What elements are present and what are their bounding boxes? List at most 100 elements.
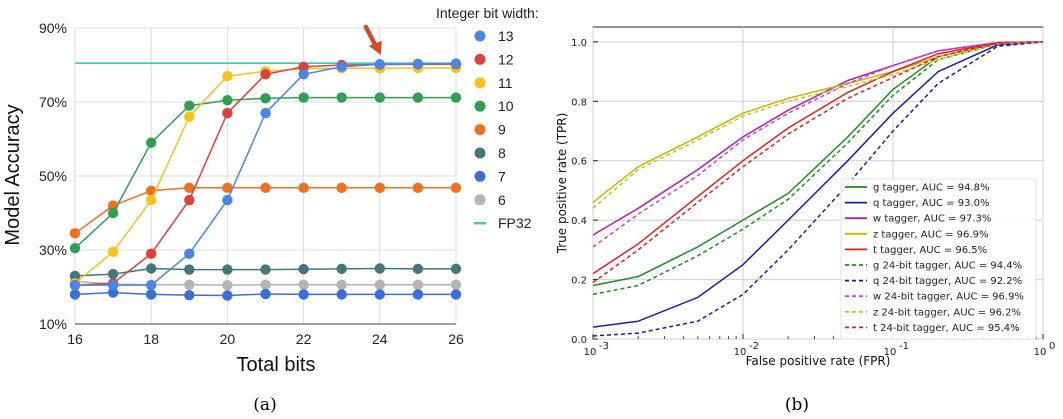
data-point [450, 92, 462, 103]
data-point [336, 92, 347, 103]
data-point [222, 70, 233, 82]
legend-marker [474, 100, 486, 112]
data-point [412, 92, 424, 103]
panel-b-series [592, 41, 1044, 337]
annotation-arrow [363, 24, 382, 55]
data-point [412, 289, 424, 300]
data-point [260, 279, 271, 290]
y-tick-label: 0.6 [571, 157, 587, 168]
legend-label: t 24-bit tagger, AUC = 95.4% [873, 323, 1020, 334]
data-point [336, 289, 347, 300]
data-point [260, 182, 271, 194]
legend-label: FP32 [498, 215, 532, 231]
legend-marker [474, 124, 486, 136]
data-point [222, 94, 233, 106]
data-point [146, 263, 157, 274]
x-tick-label: 24 [372, 331, 388, 347]
series-8-bits [69, 263, 462, 282]
data-point [450, 279, 462, 290]
legend-box [840, 178, 1037, 340]
legend-marker [474, 77, 486, 89]
x-tick-label: 10 [734, 347, 747, 358]
roc-curve [592, 41, 1044, 328]
legend-marker [474, 147, 486, 159]
data-point [260, 69, 271, 80]
data-point [107, 207, 119, 219]
data-point [146, 248, 157, 259]
panel-a-series [69, 58, 462, 301]
panel-b-x-axis-label: False positive rate (FPR) [746, 354, 891, 368]
legend-label: q 24-bit tagger, AUC = 92.2% [873, 276, 1022, 287]
series-13-bits [69, 58, 462, 291]
x-tick-label: 26 [448, 331, 464, 347]
legend-label: 6 [498, 192, 506, 208]
data-point [450, 263, 462, 275]
data-point [450, 58, 462, 69]
data-point [412, 263, 424, 275]
legend-label: w 24-bit tagger, AUC = 96.9% [873, 292, 1024, 303]
roc-curve [592, 41, 1044, 248]
legend-label: w tagger, AUC = 97.3% [873, 214, 991, 225]
data-point [336, 182, 347, 194]
legend-label: 8 [498, 145, 506, 161]
data-point [69, 279, 81, 291]
y-tick-label: 10% [39, 316, 67, 332]
data-point [298, 69, 309, 80]
x-tick-exponent: -2 [749, 341, 759, 352]
legend-marker [474, 53, 486, 65]
y-tick-label: 0.4 [571, 216, 587, 227]
panel-b-legend: g tagger, AUC = 94.8% q tagger, AUC = 93.… [840, 178, 1037, 340]
x-tick-label: 10 [584, 347, 597, 358]
legend-label: 10 [498, 98, 514, 114]
x-tick-label: 22 [296, 331, 312, 347]
data-point [222, 182, 233, 194]
legend-label: g tagger, AUC = 94.8% [873, 183, 990, 194]
legend-label: z 24-bit tagger, AUC = 96.2% [873, 307, 1021, 318]
legend-label: 12 [498, 51, 514, 67]
data-point [69, 242, 81, 254]
data-point [107, 246, 119, 258]
legend-label: g 24-bit tagger, AUC = 94.4% [873, 261, 1022, 272]
panel-b-caption: (b) [785, 395, 809, 415]
data-point [184, 182, 195, 194]
data-point [184, 289, 195, 301]
data-point [374, 92, 385, 103]
y-tick-label: 1.0 [571, 38, 587, 49]
y-tick-label: 0.8 [571, 97, 587, 108]
x-tick-exponent: 0 [1049, 341, 1055, 352]
roc-curve [592, 41, 1044, 284]
data-point [69, 289, 81, 300]
legend-label: t tagger, AUC = 96.5% [873, 245, 987, 256]
x-tick-exponent: -3 [599, 341, 609, 352]
data-point [146, 194, 157, 206]
x-tick-label: 16 [67, 331, 83, 347]
data-point [222, 290, 233, 301]
data-point [374, 279, 385, 290]
data-point [298, 182, 309, 194]
data-point [336, 263, 347, 275]
y-tick-label: 0.2 [571, 276, 587, 287]
legend-label: 9 [498, 122, 506, 138]
legend-marker [474, 194, 486, 206]
data-point [222, 264, 233, 275]
data-point [374, 59, 385, 70]
data-point [412, 279, 424, 290]
roc-curve [592, 41, 1044, 209]
x-tick-label: 10 [884, 347, 897, 358]
roc-curve [592, 41, 1044, 275]
data-point [222, 279, 233, 291]
panel-a-accuracy-chart: 16 18 20 22 24 26 10% 30% 50% 70% 90% Integer bit … [2, 5, 539, 415]
data-point [184, 194, 195, 206]
data-point [298, 92, 309, 103]
data-point [374, 263, 385, 274]
data-point [298, 264, 309, 275]
x-tick-label: 10 [1034, 347, 1047, 358]
data-point [146, 279, 157, 291]
data-point [184, 248, 195, 259]
legend-marker [474, 170, 486, 182]
legend-label: q tagger, AUC = 93.0% [873, 198, 990, 209]
data-point [146, 137, 157, 148]
legend-marker [474, 30, 486, 42]
legend-label: 13 [498, 28, 514, 44]
